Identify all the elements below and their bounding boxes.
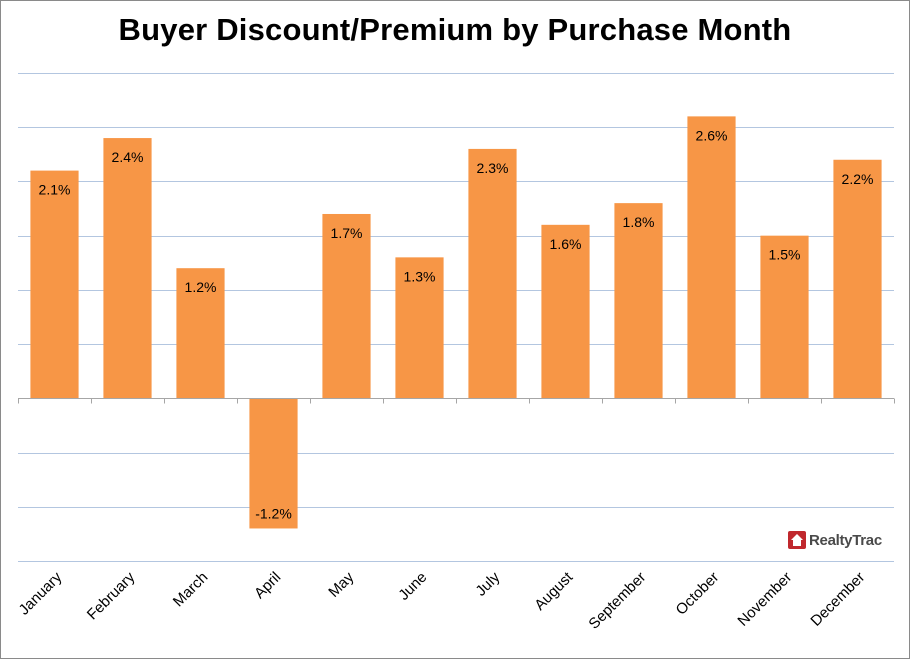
- gridlines: [18, 73, 894, 562]
- bar: [614, 203, 663, 399]
- x-tick-label: April: [251, 569, 284, 602]
- data-label: 2.2%: [842, 171, 874, 187]
- data-label: 1.7%: [331, 225, 363, 241]
- bar: [176, 268, 225, 399]
- data-label: 2.1%: [39, 182, 71, 198]
- bar: [249, 398, 298, 529]
- data-label: 2.4%: [112, 149, 144, 165]
- x-axis: [18, 398, 895, 404]
- x-tick-label: July: [472, 568, 503, 599]
- x-tick-labels: January February March April May June July Augu…: [16, 568, 869, 632]
- bar: [30, 170, 79, 399]
- x-tick-label: August: [531, 568, 577, 614]
- bar: [468, 148, 517, 399]
- house-icon: [788, 531, 806, 549]
- bar: [322, 213, 371, 399]
- data-label: 1.3%: [404, 268, 436, 284]
- bar: [760, 235, 809, 399]
- bar: [833, 159, 882, 399]
- data-label: 1.2%: [185, 279, 217, 295]
- realtytrac-logo: RealtyTrac: [788, 529, 882, 551]
- x-tick-label: May: [325, 568, 357, 600]
- data-label: 1.5%: [769, 247, 801, 263]
- chart-title: Buyer Discount/Premium by Purchase Month: [118, 12, 792, 47]
- bar: [103, 138, 152, 399]
- bar: [687, 116, 736, 399]
- data-label: 2.3%: [477, 160, 509, 176]
- x-tick-label: January: [16, 568, 66, 618]
- x-tick-label: September: [585, 569, 649, 633]
- bar: [395, 257, 444, 399]
- logo-text: RealtyTrac: [809, 531, 882, 549]
- x-tick-label: November: [734, 569, 795, 630]
- x-tick-label: October: [673, 569, 723, 619]
- data-label: 2.6%: [696, 127, 728, 143]
- x-tick-label: February: [84, 568, 139, 623]
- bar: [541, 224, 590, 399]
- data-label: -1.2%: [255, 505, 292, 521]
- data-label: 1.8%: [623, 214, 655, 230]
- x-tick-label: March: [170, 569, 211, 610]
- x-tick-label: December: [807, 569, 868, 630]
- bars: [30, 116, 882, 529]
- data-labels: 2.1% 2.4% 1.2% -1.2% 1.7% 1.3% 2.3% 1.6% 1.8% 2.6…: [39, 127, 874, 521]
- data-label: 1.6%: [550, 236, 582, 252]
- x-tick-label: June: [395, 569, 430, 604]
